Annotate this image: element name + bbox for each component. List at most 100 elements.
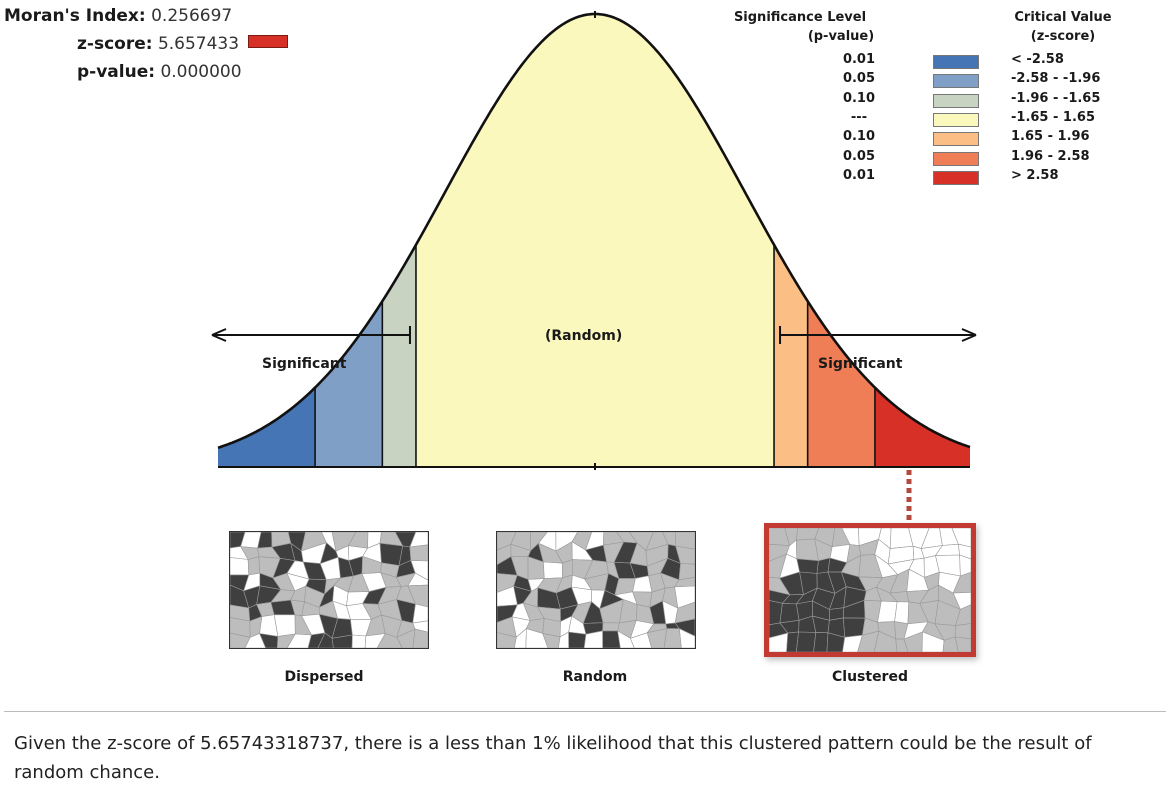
- map-polygon: [877, 600, 898, 623]
- map-polygon: [674, 585, 695, 609]
- legend-color-swatch: [933, 112, 979, 127]
- map-polygon: [959, 554, 971, 577]
- map-polygon: [786, 631, 799, 652]
- legend-p-value: 0.01: [842, 52, 876, 67]
- region-random: [415, 14, 774, 467]
- legend-color-swatch: [933, 74, 979, 89]
- map-polygon: [307, 632, 326, 648]
- legend-color-swatch: [933, 151, 979, 166]
- map-polygon: [412, 603, 428, 624]
- map-polygon: [410, 560, 428, 581]
- map-polygon: [921, 631, 945, 652]
- map-polygon: [412, 628, 428, 648]
- map-polygon: [409, 532, 428, 548]
- map-polygon: [602, 622, 620, 632]
- z-score-row: z-score: 5.657433: [77, 34, 289, 54]
- map-polygon: [795, 631, 817, 652]
- significance-level-title: Significance Level: [733, 10, 867, 25]
- region-p010-low: [382, 244, 416, 467]
- map-polygon: [842, 634, 863, 652]
- map-polygon: [951, 528, 971, 548]
- normal-distribution-curve: [211, 11, 977, 522]
- legend-z-range: 1.65 - 1.96: [1011, 129, 1090, 145]
- map-polygon: [542, 633, 561, 648]
- map-caption-clustered: Clustered: [832, 669, 908, 685]
- dispersed-pattern-map: [229, 531, 429, 649]
- significance-level-header: Significance Level (p-value): [700, 8, 900, 46]
- right-significant-label: Significant: [818, 356, 903, 372]
- legend-z-range: 1.96 - 2.58: [1011, 148, 1090, 164]
- z-score-value: 5.657433: [157, 34, 240, 54]
- legend-p-value: 0.10: [842, 90, 876, 106]
- map-polygon: [842, 617, 866, 638]
- conclusion-text: Given the z-score of 5.65743318737, ther…: [14, 733, 1092, 783]
- left-significant-label: Significant: [262, 356, 347, 372]
- map-polygon: [674, 532, 695, 550]
- legend-z-range: < -2.58: [1011, 52, 1064, 67]
- map-polygon: [230, 557, 250, 576]
- left-arrowhead: [211, 328, 227, 342]
- map-polygon: [364, 633, 386, 648]
- map-polygon: [602, 630, 621, 648]
- map-polygon: [679, 628, 695, 648]
- critical-value-header: Critical Value (z-score): [998, 8, 1128, 46]
- map-polygon: [779, 602, 800, 624]
- legend-z-range: -2.58 - -1.96: [1011, 71, 1101, 87]
- map-polygon: [379, 542, 404, 566]
- significance-level-subtitle: (p-value): [807, 29, 875, 44]
- map-polygon: [230, 632, 251, 648]
- map-polygon: [286, 633, 312, 648]
- map-polygon: [568, 631, 587, 648]
- section-divider: [4, 711, 1166, 712]
- legend-p-value: 0.10: [842, 129, 876, 145]
- map-caption-random: Random: [562, 669, 628, 685]
- clustered-pattern-map: [769, 528, 971, 652]
- map-polygon: [675, 545, 695, 565]
- legend-z-range: -1.96 - -1.65: [1011, 90, 1101, 106]
- map-polygon: [769, 632, 789, 652]
- moran-index-value: 0.256697: [151, 6, 233, 26]
- map-polygon: [663, 628, 682, 648]
- map-polygon: [954, 636, 971, 652]
- map-polygon: [952, 571, 971, 594]
- legend-z-range: -1.65 - 1.65: [1011, 109, 1095, 125]
- map-polygon: [894, 601, 910, 625]
- map-polygon: [396, 628, 416, 648]
- map-polygon: [407, 572, 428, 587]
- random-region-label: (Random): [545, 328, 623, 344]
- map-polygon: [351, 634, 367, 648]
- region-p001-high: [874, 387, 970, 467]
- map-polygon: [273, 614, 296, 637]
- region-p005-low: [315, 301, 383, 467]
- region-p001-low: [218, 387, 316, 467]
- right-arrowhead: [961, 328, 977, 342]
- map-polygon: [317, 632, 334, 648]
- map-polygon: [407, 584, 428, 608]
- map-polygon: [617, 630, 635, 648]
- map-polygon: [259, 633, 279, 648]
- map-polygon: [903, 631, 923, 652]
- legend-p-value: 0.05: [842, 71, 876, 87]
- legend-color-swatch: [933, 55, 979, 69]
- map-polygon: [543, 561, 563, 579]
- random-pattern-map: [496, 531, 696, 649]
- moran-index-row: Moran's Index: 0.256697: [4, 6, 232, 26]
- map-polygon: [954, 623, 971, 640]
- map-polygon: [826, 632, 846, 652]
- legend-p-value: 0.01: [842, 167, 876, 183]
- map-polygon: [497, 632, 517, 648]
- map-polygon: [513, 627, 527, 648]
- map-polygon: [376, 633, 403, 648]
- legend-color-swatch: [933, 93, 979, 108]
- map-polygon: [942, 636, 959, 652]
- critical-value-title: Critical Value: [1014, 10, 1112, 25]
- legend-p-value: 0.05: [842, 148, 876, 164]
- p-value-label: p-value:: [77, 62, 156, 82]
- map-polygon: [583, 630, 604, 648]
- map-polygon: [674, 601, 695, 624]
- legend-color-swatch: [933, 132, 979, 147]
- critical-value-subtitle: (z-score): [1030, 29, 1096, 44]
- legend-z-range: > 2.58: [1011, 167, 1059, 183]
- map-polygon: [813, 632, 829, 652]
